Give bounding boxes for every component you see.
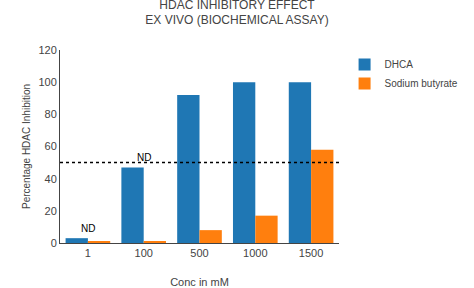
svg-text:Conc in mM: Conc in mM (170, 276, 229, 288)
svg-text:80: 80 (45, 108, 57, 120)
svg-text:0: 0 (51, 237, 57, 249)
svg-text:Percentage HDAC Inhibition: Percentage HDAC Inhibition (21, 84, 32, 209)
svg-text:ND: ND (137, 152, 151, 163)
svg-text:60: 60 (45, 140, 57, 152)
svg-text:ND: ND (81, 223, 95, 234)
svg-text:500: 500 (190, 247, 208, 259)
svg-text:1000: 1000 (243, 247, 267, 259)
svg-text:40: 40 (45, 173, 57, 185)
svg-text:Sodium butyrate: Sodium butyrate (385, 78, 458, 89)
svg-text:DHCA: DHCA (385, 59, 414, 70)
svg-text:120: 120 (38, 44, 56, 56)
svg-text:100: 100 (38, 76, 56, 88)
svg-text:1500: 1500 (299, 247, 323, 259)
svg-text:1: 1 (85, 247, 91, 259)
svg-text:HDAC INHIBITORY EFFECTEX VIVO: HDAC INHIBITORY EFFECTEX VIVO (BIOCHEMIC… (145, 0, 328, 27)
svg-text:20: 20 (45, 205, 57, 217)
svg-text:100: 100 (135, 247, 153, 259)
